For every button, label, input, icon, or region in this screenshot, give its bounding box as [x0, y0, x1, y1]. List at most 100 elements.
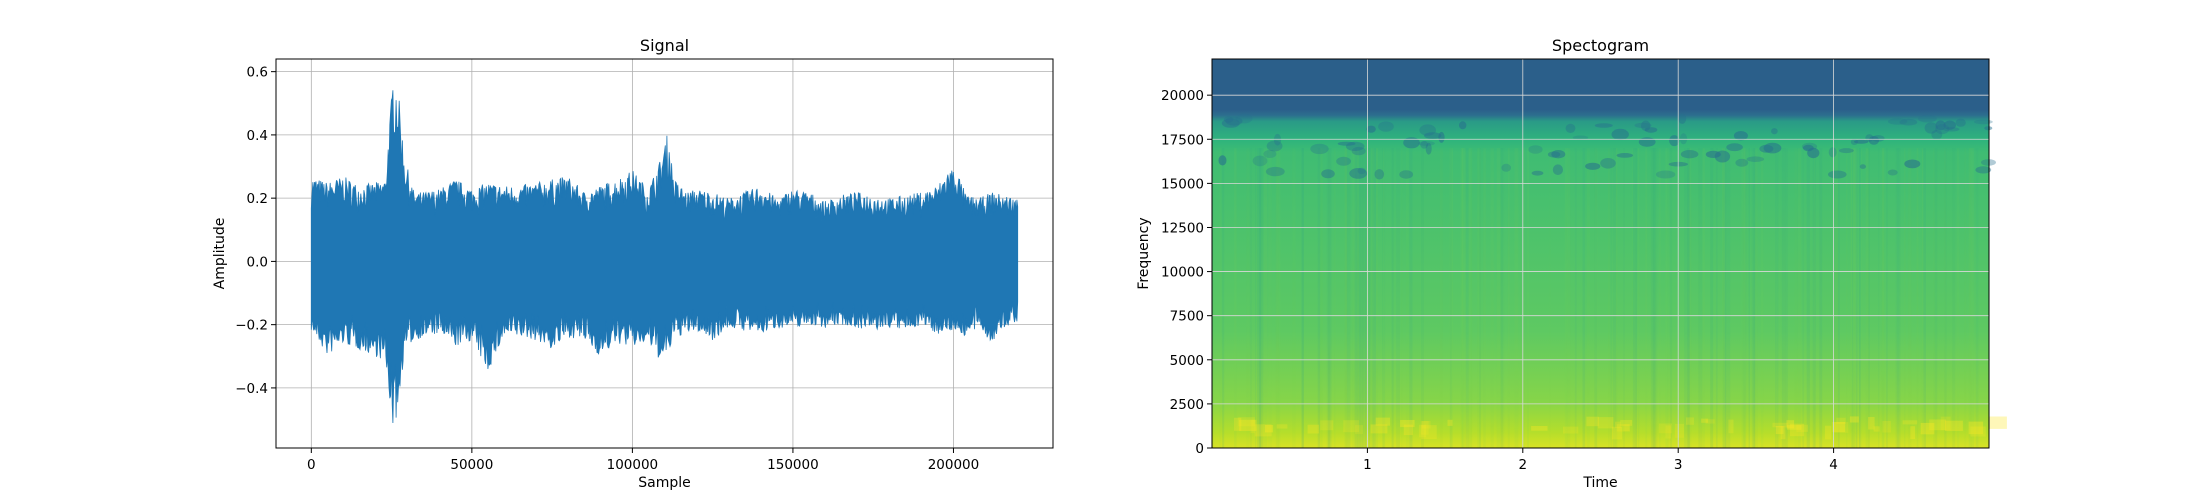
spectrogram-lowband-highlight [1665, 425, 1671, 439]
spectrogram-streak [1970, 148, 1974, 448]
spectrogram-streak [1439, 148, 1443, 448]
spectrogram-streak [1952, 148, 1956, 448]
spectrogram-speckle [1418, 141, 1435, 146]
spectrogram-streak [1358, 148, 1361, 448]
spectrogram-streak [1723, 148, 1726, 448]
spectrogram-speckle [1974, 119, 1993, 125]
spectrogram-streak [1574, 148, 1577, 448]
spectrogram-streak [1612, 148, 1617, 448]
spectrogram-streak [1785, 148, 1788, 448]
spectrogram-speckle [1887, 118, 1908, 125]
spectrogram-streak [1806, 148, 1810, 448]
spectrogram-streak [1382, 148, 1385, 448]
spectrogram-streak [1608, 148, 1610, 448]
spectrogram-y-tick-label: 10000 [1161, 265, 1204, 281]
spectrogram-speckle [1638, 137, 1656, 147]
spectrogram-speckle [1850, 139, 1858, 145]
spectrogram-lowband-highlight [1265, 425, 1274, 433]
spectrogram-streak [1490, 148, 1494, 448]
spectrogram-streak [1651, 148, 1654, 448]
signal-x-label: Sample [638, 475, 691, 491]
spectrogram-streak [1934, 148, 1938, 448]
spectrogram-speckle [1616, 153, 1634, 158]
spectrogram-streak [1635, 148, 1637, 448]
spectrogram-streak [1582, 148, 1586, 448]
spectrogram-lowband-highlight [1370, 424, 1388, 434]
spectrogram-lowband-highlight [1403, 424, 1413, 436]
spectrogram-speckle [1733, 131, 1748, 141]
spectrogram-streak [1564, 148, 1568, 448]
spectrogram-streak [1317, 148, 1321, 448]
spectrogram-speckle [1931, 129, 1943, 140]
spectrogram-lowband-highlight [1790, 423, 1805, 437]
spectrogram-speckle [1223, 116, 1234, 123]
spectrogram-chart: 1 2 3 4 0 2500 5000 7500 10000 12500 15000 17500 20… [1136, 36, 2007, 491]
spectrogram-streak [1363, 148, 1366, 448]
spectrogram-lowband-highlight [1989, 416, 2007, 429]
spectrogram-speckle [1366, 125, 1376, 133]
spectrogram-speckle [1438, 131, 1445, 143]
spectrogram-speckle [1679, 133, 1688, 145]
spectrogram-streak [1975, 148, 1979, 448]
spectrogram-speckle [1935, 120, 1946, 131]
spectrogram-streak [1507, 148, 1510, 448]
spectrogram-streak [1741, 148, 1745, 448]
spectrogram-speckle [1266, 140, 1283, 152]
spectrogram-streak [1246, 148, 1250, 448]
spectrogram-streak [1748, 148, 1750, 448]
spectrogram-streak [1916, 148, 1919, 448]
spectrogram-streak [1302, 148, 1304, 448]
spectrogram-streak [1725, 148, 1727, 448]
spectrogram-lowband-highlight [1787, 425, 1802, 430]
spectrogram-streak [1726, 148, 1731, 448]
spectrogram-speckle [1828, 147, 1837, 158]
spectrogram-streak [1653, 148, 1656, 448]
spectrogram-streak [1667, 148, 1670, 448]
spectrogram-speckle [1378, 121, 1394, 132]
spectrogram-streak [1688, 148, 1692, 448]
spectrogram-streak [1851, 148, 1855, 448]
spectrogram-speckle [1218, 155, 1227, 166]
spectrogram-streak [1615, 148, 1618, 448]
spectrogram-speckle [1955, 118, 1966, 127]
spectrogram-speckle [1419, 124, 1436, 136]
spectrogram-streak [1278, 148, 1281, 448]
spectrogram-streak [1684, 148, 1688, 448]
spectrogram-speckle [1680, 150, 1699, 159]
spectrogram-streak [1594, 148, 1598, 448]
spectrogram-speckle [1678, 113, 1687, 124]
spectrogram-streak [1659, 148, 1661, 448]
spectrogram-y-tick-label: 2500 [1170, 397, 1204, 413]
spectrogram-streak [1344, 148, 1348, 448]
spectrogram-streak [1687, 148, 1690, 448]
spectrogram-lowband-highlight [1686, 417, 1694, 425]
spectrogram-image [1212, 59, 1989, 448]
signal-y-tick-label: 0.2 [247, 191, 268, 207]
spectrogram-y-label: Frequency [1136, 217, 1152, 289]
spectrogram-speckle [1374, 169, 1385, 180]
spectrogram-speckle [1854, 139, 1869, 144]
spectrogram-lowband-highlight [1701, 418, 1709, 423]
spectrogram-streak [1904, 148, 1906, 448]
spectrogram-streak [1461, 148, 1466, 448]
spectrogram-streak [1846, 148, 1848, 448]
spectrogram-lowband-highlight [1620, 420, 1633, 426]
spectrogram-streak [1382, 148, 1386, 448]
spectrogram-streak [1896, 148, 1901, 448]
spectrogram-streak [1802, 148, 1804, 448]
spectrogram-streak [1483, 148, 1486, 448]
spectrogram-lowband-highlight [1836, 417, 1846, 424]
spectrogram-streak [1650, 148, 1655, 448]
spectrogram-streak [1908, 148, 1912, 448]
spectrogram-speckle [1771, 128, 1778, 135]
spectrogram-streak [1421, 148, 1424, 448]
spectrogram-streak [1921, 148, 1924, 448]
signal-y-tick-label: 0.4 [247, 128, 268, 144]
spectrogram-speckle [1746, 156, 1765, 162]
spectrogram-streak [1716, 148, 1718, 448]
spectrogram-lowband-highlight [1611, 426, 1623, 440]
spectrogram-streak [1742, 148, 1747, 448]
spectrogram-streak [1527, 148, 1529, 448]
spectrogram-lowband-highlight [1531, 426, 1548, 431]
spectrogram-lowband-highlight [1563, 426, 1579, 434]
